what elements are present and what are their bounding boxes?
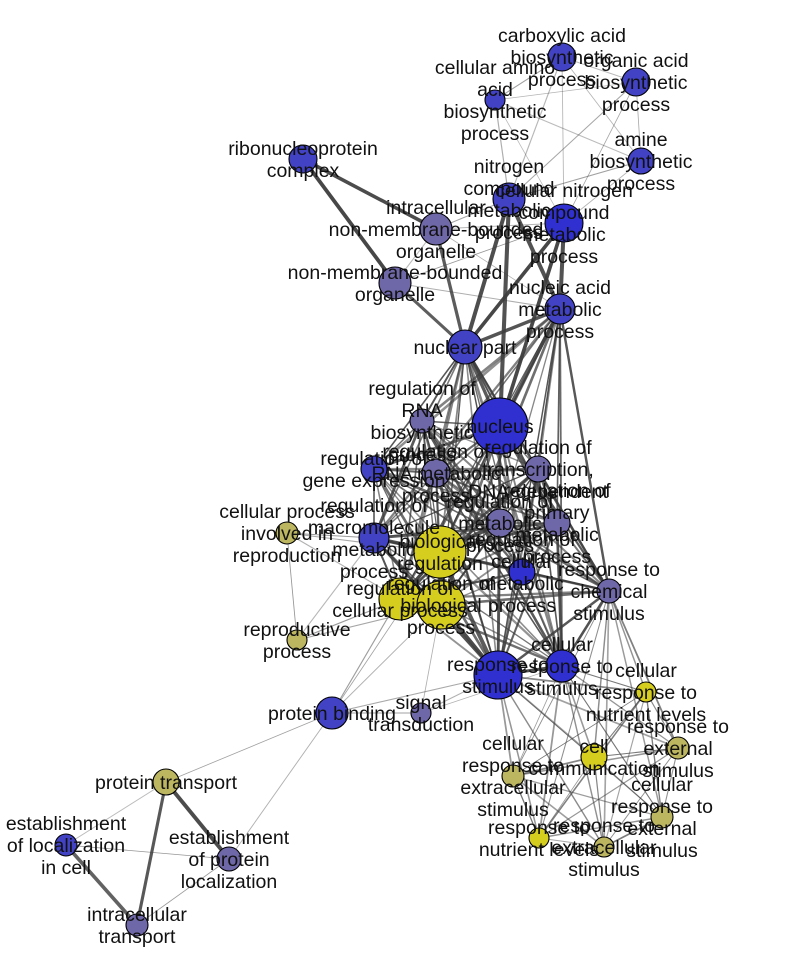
svg-text:cellular: cellular xyxy=(482,733,544,755)
svg-text:intracellular: intracellular xyxy=(386,197,486,219)
svg-text:of protein: of protein xyxy=(188,849,269,871)
svg-text:biosynthetic: biosynthetic xyxy=(444,101,547,123)
svg-text:biological: biological xyxy=(400,595,481,617)
svg-text:cellular amino: cellular amino xyxy=(435,57,555,79)
svg-text:RNA: RNA xyxy=(401,400,442,422)
svg-text:establishment: establishment xyxy=(169,827,290,849)
svg-text:involved in: involved in xyxy=(241,523,333,545)
svg-text:organic acid: organic acid xyxy=(583,50,688,72)
svg-text:response to: response to xyxy=(553,815,655,837)
svg-text:biosynthetic: biosynthetic xyxy=(590,151,693,173)
svg-text:stimulus: stimulus xyxy=(573,603,645,625)
svg-text:reproductive: reproductive xyxy=(243,619,350,641)
svg-text:response to: response to xyxy=(627,716,729,738)
svg-text:cellular: cellular xyxy=(491,551,553,573)
svg-text:regulation of: regulation of xyxy=(468,529,576,551)
svg-text:amine: amine xyxy=(614,129,667,151)
svg-text:of localization: of localization xyxy=(7,835,125,857)
svg-text:cellular: cellular xyxy=(631,774,693,796)
svg-text:regulation of: regulation of xyxy=(368,378,476,400)
svg-text:process: process xyxy=(602,94,671,116)
svg-text:RNA metabolic: RNA metabolic xyxy=(372,463,501,485)
svg-text:complex: complex xyxy=(267,160,340,182)
svg-text:nitrogen: nitrogen xyxy=(474,156,544,178)
svg-text:cellular: cellular xyxy=(615,660,677,682)
svg-text:acid: acid xyxy=(477,79,513,101)
svg-text:extracellular: extracellular xyxy=(460,777,566,799)
svg-text:intracellular: intracellular xyxy=(87,904,187,926)
svg-text:regulation of: regulation of xyxy=(446,491,554,513)
svg-text:ribonucleoprotein: ribonucleoprotein xyxy=(228,138,378,160)
svg-text:protein transport: protein transport xyxy=(95,772,238,794)
svg-text:transport: transport xyxy=(99,926,177,948)
svg-text:cellular: cellular xyxy=(531,634,593,656)
svg-text:regulation of: regulation of xyxy=(484,437,592,459)
svg-text:chemical: chemical xyxy=(571,581,648,603)
svg-text:response to: response to xyxy=(462,755,564,777)
svg-text:external: external xyxy=(643,738,712,760)
svg-text:non-membrane-bounded: non-membrane-bounded xyxy=(329,219,544,241)
svg-text:metabolic: metabolic xyxy=(518,299,602,321)
svg-text:process: process xyxy=(488,595,557,617)
svg-text:process: process xyxy=(263,641,332,663)
svg-text:stimulus: stimulus xyxy=(568,859,640,881)
svg-text:localization: localization xyxy=(181,871,277,893)
svg-text:stimulus: stimulus xyxy=(526,678,598,700)
svg-text:process: process xyxy=(530,246,599,268)
svg-text:organelle: organelle xyxy=(355,284,435,306)
svg-text:process: process xyxy=(461,123,530,145)
svg-text:response to: response to xyxy=(447,654,549,676)
svg-text:regulation of: regulation of xyxy=(387,573,495,595)
svg-text:in cell: in cell xyxy=(41,857,91,879)
svg-text:response to: response to xyxy=(595,682,697,704)
svg-text:transduction: transduction xyxy=(368,714,474,736)
svg-text:establishment: establishment xyxy=(6,813,127,835)
svg-text:nucleus: nucleus xyxy=(466,416,533,438)
svg-text:cell: cell xyxy=(579,736,608,758)
svg-text:extracellular: extracellular xyxy=(551,837,657,859)
svg-text:response to: response to xyxy=(558,559,660,581)
svg-text:nucleic acid: nucleic acid xyxy=(509,277,611,299)
svg-text:reproduction: reproduction xyxy=(233,545,341,567)
svg-text:regulation: regulation xyxy=(397,553,483,575)
svg-text:biosynthetic: biosynthetic xyxy=(585,72,688,94)
svg-text:nuclear part: nuclear part xyxy=(414,337,518,359)
svg-text:regulation of: regulation of xyxy=(382,441,490,463)
svg-text:signal: signal xyxy=(396,692,447,714)
svg-text:non-membrane-bounded: non-membrane-bounded xyxy=(288,262,503,284)
svg-text:organelle: organelle xyxy=(396,241,476,263)
svg-text:cellular process: cellular process xyxy=(219,501,355,523)
svg-text:cellular nitrogen: cellular nitrogen xyxy=(495,180,633,202)
svg-text:process: process xyxy=(526,321,595,343)
svg-text:stimulus: stimulus xyxy=(462,676,534,698)
svg-text:carboxylic acid: carboxylic acid xyxy=(498,25,626,47)
svg-text:process: process xyxy=(407,617,476,639)
